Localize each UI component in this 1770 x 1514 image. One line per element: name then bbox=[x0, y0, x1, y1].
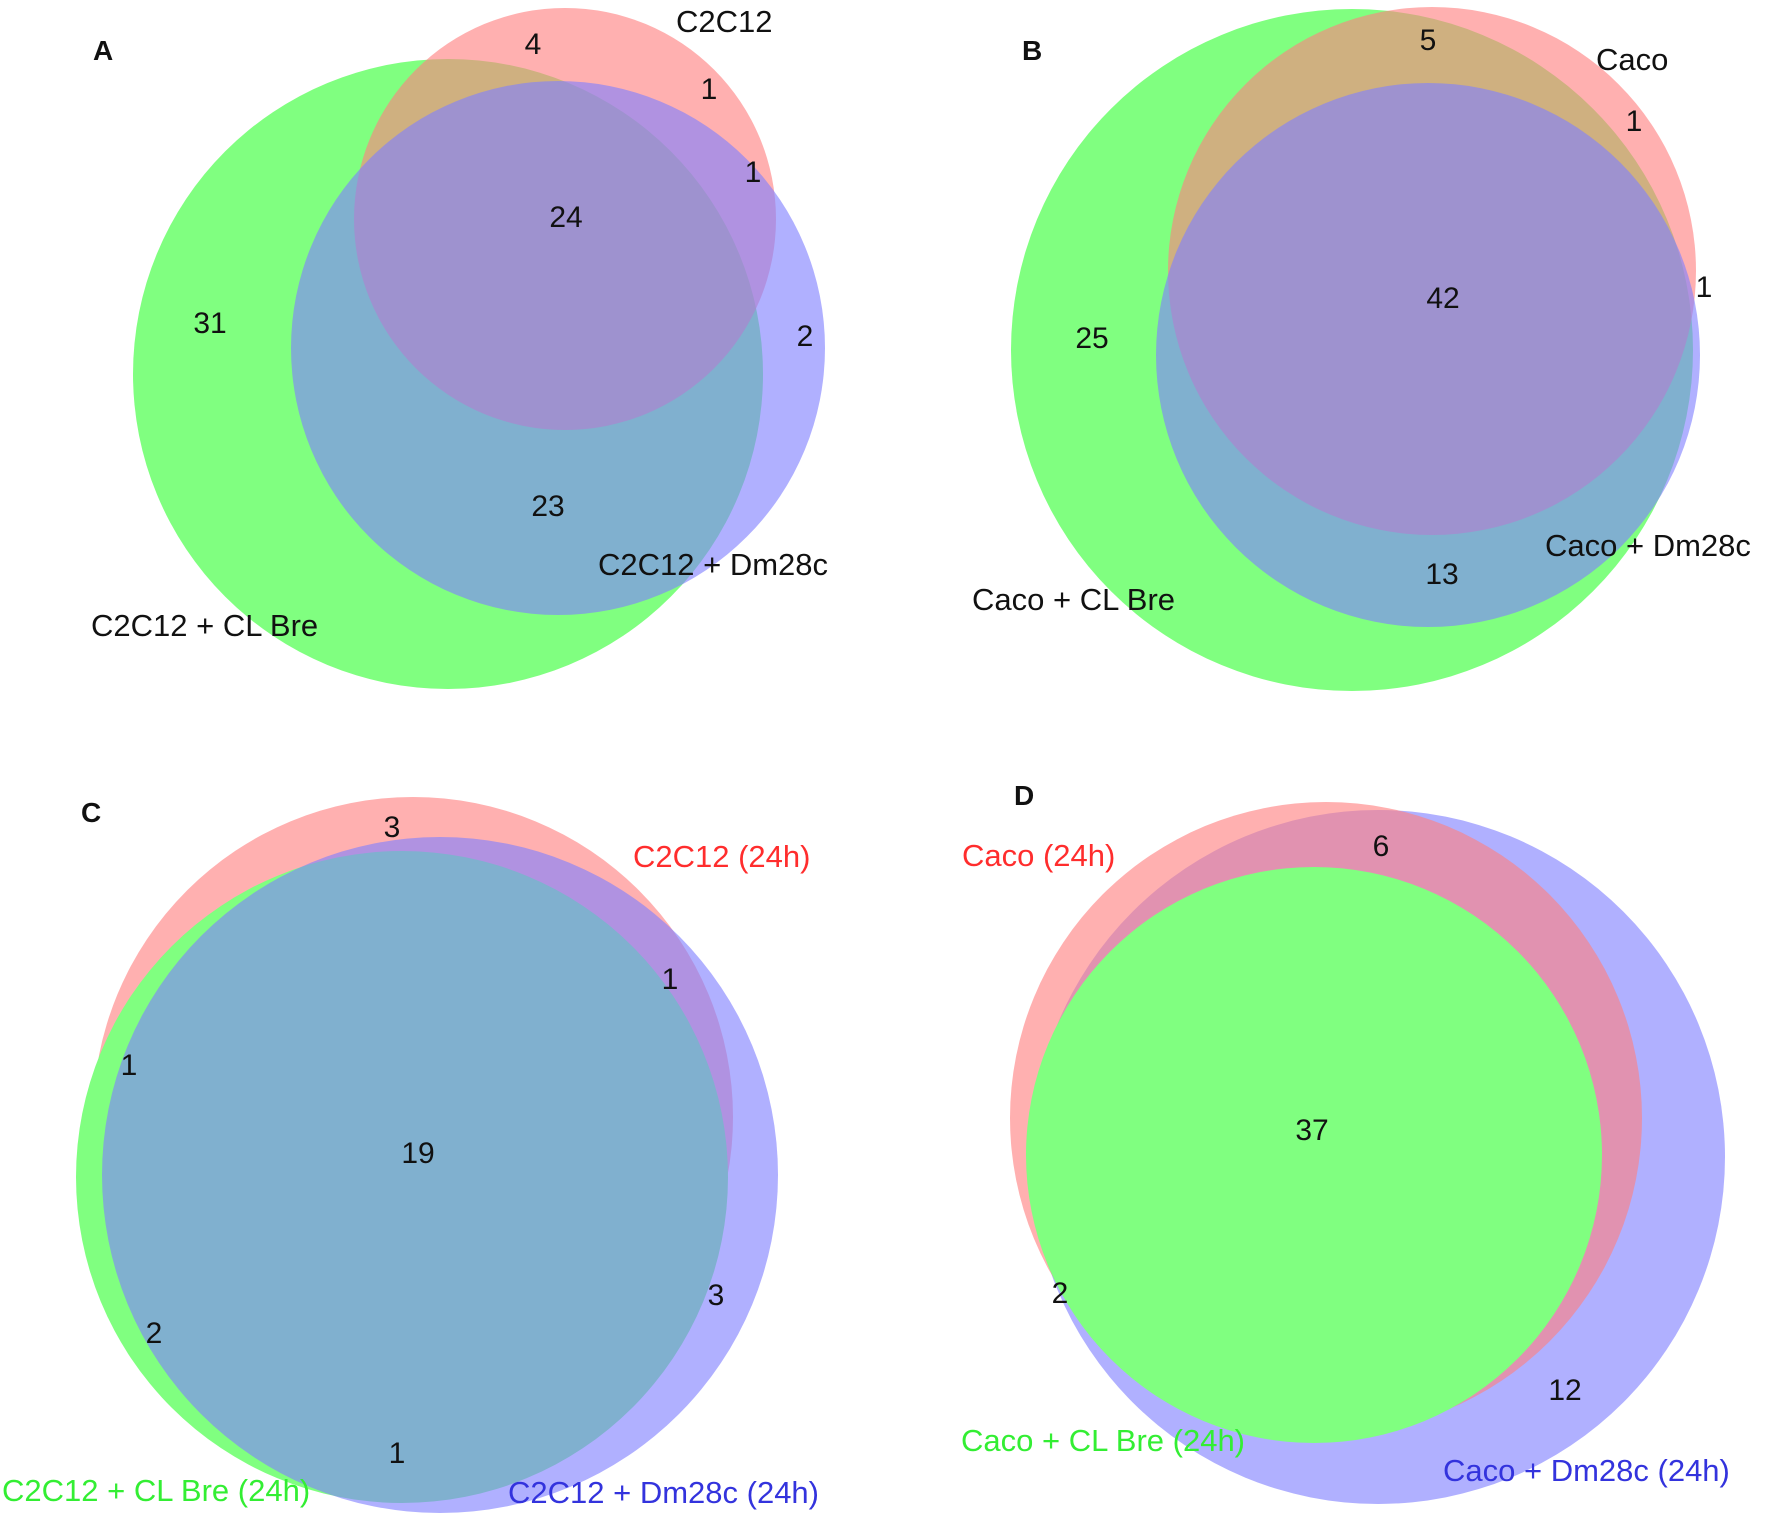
panel-b-count-green-blue: 13 bbox=[1425, 558, 1458, 591]
panel-a-count-red-blue: 1 bbox=[745, 156, 762, 189]
panel-b: B 5 1 1 42 25 13 Caco Caco + Dm28c Caco … bbox=[972, 7, 1751, 691]
panel-b-label-red: Caco bbox=[1596, 42, 1668, 77]
panel-c-count-blue-only: 3 bbox=[708, 1279, 725, 1312]
panel-d-label-red: Caco (24h) bbox=[962, 838, 1115, 873]
panel-c-letter: C bbox=[81, 797, 101, 828]
panel-c-label-blue: C2C12 + Dm28c (24h) bbox=[508, 1475, 819, 1510]
panel-c-count-all: 19 bbox=[401, 1137, 434, 1170]
panel-c-count-green-only: 2 bbox=[146, 1317, 163, 1350]
panel-a-count-green-only: 31 bbox=[193, 307, 226, 340]
panel-b-letter: B bbox=[1022, 35, 1042, 66]
panel-d-count-red-blue: 6 bbox=[1373, 830, 1390, 863]
panel-a: A 31 4 1 1 24 2 23 C2C12 C2C12 + Dm28c C… bbox=[91, 4, 828, 689]
panel-b-count-green-only: 25 bbox=[1075, 322, 1108, 355]
panel-b-label-green: Caco + CL Bre bbox=[972, 582, 1175, 617]
panel-b-label-blue: Caco + Dm28c bbox=[1545, 528, 1751, 563]
panel-d-label-blue: Caco + Dm28c (24h) bbox=[1443, 1453, 1730, 1488]
panel-b-count-red-only: 1 bbox=[1626, 105, 1643, 138]
panel-b-blue-circle bbox=[1156, 83, 1700, 627]
panel-d-count-blue-only: 12 bbox=[1548, 1374, 1581, 1407]
panel-d-count-all: 37 bbox=[1295, 1114, 1328, 1147]
panel-b-count-red-green: 5 bbox=[1420, 24, 1437, 57]
panel-c-blue-circle bbox=[102, 837, 778, 1513]
panel-a-count-all: 24 bbox=[549, 201, 582, 234]
panel-c-label-red: C2C12 (24h) bbox=[633, 839, 810, 874]
panel-a-count-blue-only: 2 bbox=[797, 320, 814, 353]
panel-a-label-red: C2C12 bbox=[676, 4, 773, 39]
panel-c-count-red-only: 3 bbox=[384, 811, 401, 844]
panel-a-count-green-blue: 23 bbox=[531, 490, 564, 523]
panel-c-count-red-blue: 1 bbox=[662, 963, 679, 996]
panel-d-green-circle bbox=[1026, 867, 1602, 1443]
panel-a-label-green: C2C12 + CL Bre bbox=[91, 608, 318, 643]
panel-a-count-red-green: 4 bbox=[525, 28, 542, 61]
panel-b-count-all: 42 bbox=[1426, 282, 1459, 315]
panel-a-letter: A bbox=[93, 35, 113, 66]
panel-c-label-green: C2C12 + CL Bre (24h) bbox=[2, 1473, 310, 1508]
panel-d-label-green: Caco + CL Bre (24h) bbox=[961, 1423, 1245, 1458]
panel-c-count-red-green: 1 bbox=[121, 1049, 138, 1082]
panel-d: D 6 37 2 12 Caco (24h) Caco + CL Bre (24… bbox=[961, 780, 1730, 1504]
panel-c: C 3 1 1 19 3 2 1 C2C12 (24h) C2C12 + CL … bbox=[2, 797, 819, 1513]
panel-a-blue-circle bbox=[291, 81, 825, 615]
panel-a-count-red-only: 1 bbox=[701, 73, 718, 106]
panel-d-letter: D bbox=[1014, 780, 1034, 811]
panel-a-label-blue: C2C12 + Dm28c bbox=[598, 547, 828, 582]
panel-c-count-green-blue: 1 bbox=[389, 1437, 406, 1470]
panel-b-count-blue-only: 1 bbox=[1696, 271, 1713, 304]
panel-d-count-green-blue: 2 bbox=[1052, 1277, 1069, 1310]
